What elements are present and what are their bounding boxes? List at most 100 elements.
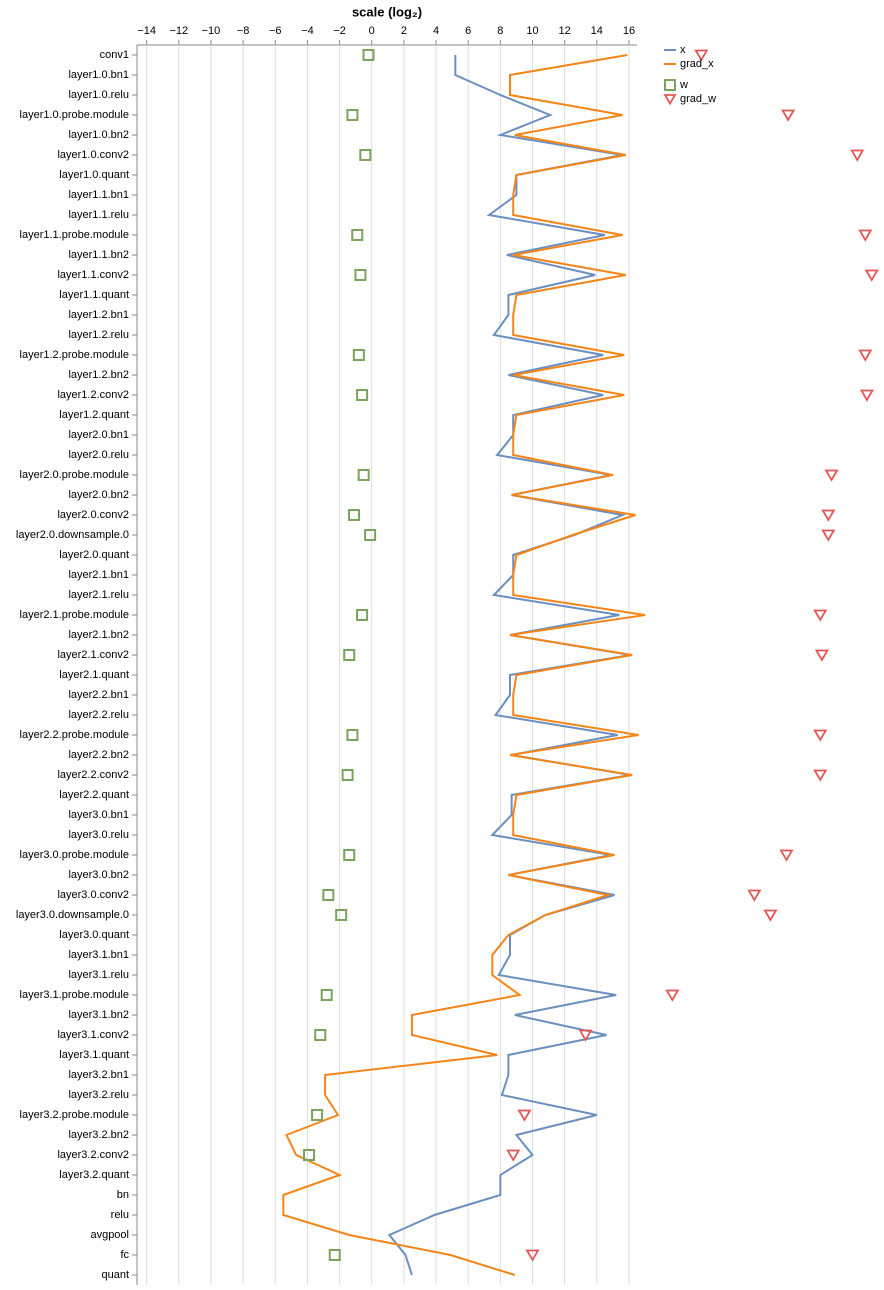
y-tick-label: layer1.1.bn2	[68, 249, 129, 261]
y-tick-label: layer1.0.relu	[68, 89, 129, 101]
x-tick-label: 0	[369, 25, 375, 37]
y-tick-label: layer1.2.bn2	[68, 369, 129, 381]
x-tick-label: −12	[169, 25, 188, 37]
y-tick-label: layer2.2.probe.module	[20, 729, 129, 741]
x-tick-label: 8	[497, 25, 503, 37]
legend-label: grad_w	[680, 93, 716, 105]
triangle-point	[824, 469, 839, 482]
square-point	[348, 509, 361, 521]
y-tick-label: layer2.2.quant	[59, 789, 129, 801]
y-tick-label: layer3.0.conv2	[57, 889, 129, 901]
square-point	[346, 109, 359, 121]
y-tick-label: layer1.2.probe.module	[20, 349, 129, 361]
x-tick-label: −14	[137, 25, 156, 37]
square-point	[354, 269, 367, 281]
y-tick-label: fc	[120, 1249, 129, 1261]
triangle-point	[525, 1249, 540, 1262]
y-tick-label: layer3.0.quant	[59, 929, 129, 941]
square-point	[359, 149, 372, 161]
triangle-point	[694, 49, 709, 62]
square-point	[351, 229, 364, 241]
square-point	[303, 1149, 316, 1161]
x-tick-label: −8	[237, 25, 250, 37]
triangle-point	[747, 889, 762, 902]
y-tick-label: layer2.2.conv2	[57, 769, 129, 781]
square-point	[320, 989, 333, 1001]
triangle-point	[781, 109, 796, 122]
y-tick-label: layer1.1.conv2	[57, 269, 129, 281]
triangle-point	[850, 149, 865, 162]
square-point	[362, 49, 375, 61]
y-tick-label: layer2.2.bn2	[68, 749, 129, 761]
y-tick-label: layer2.1.quant	[59, 669, 129, 681]
y-tick-label: layer2.1.relu	[68, 589, 129, 601]
square-point	[343, 649, 356, 661]
y-tick-label: layer1.0.bn2	[68, 129, 129, 141]
square-point	[346, 729, 359, 741]
y-tick-label: layer2.2.bn1	[68, 689, 129, 701]
y-tick-label: layer3.0.bn2	[68, 869, 129, 881]
y-tick-label: bn	[117, 1189, 129, 1201]
y-tick-label: layer1.2.relu	[68, 329, 129, 341]
triangle-point	[813, 609, 828, 622]
square-point	[341, 769, 354, 781]
square-point	[311, 1109, 324, 1121]
x-tick-label: −4	[301, 25, 314, 37]
series-line	[282, 54, 646, 1276]
y-tick-label: layer3.1.probe.module	[20, 989, 129, 1001]
triangle-point	[858, 229, 873, 242]
square-point	[357, 469, 370, 481]
y-tick-label: layer2.0.relu	[68, 449, 129, 461]
triangle-point	[821, 529, 836, 542]
y-tick-label: layer1.0.conv2	[57, 149, 129, 161]
y-tick-label: layer1.0.quant	[59, 169, 129, 181]
square-point	[356, 389, 369, 401]
square-point	[364, 529, 377, 541]
x-tick-label: −10	[202, 25, 221, 37]
y-tick-label: layer2.0.quant	[59, 549, 129, 561]
y-tick-label: layer1.0.probe.module	[20, 109, 129, 121]
square-point	[328, 1249, 341, 1261]
series-line	[387, 55, 631, 1276]
y-tick-label: layer2.1.bn1	[68, 569, 129, 581]
x-tick-label: −2	[333, 25, 346, 37]
square-point	[356, 609, 369, 621]
y-tick-label: layer3.2.bn1	[68, 1069, 129, 1081]
y-tick-label: layer1.2.conv2	[57, 389, 129, 401]
y-tick-label: quant	[101, 1269, 129, 1281]
triangle-point	[813, 769, 828, 782]
y-tick-label: layer3.2.bn2	[68, 1129, 129, 1141]
y-tick-label: layer3.1.bn2	[68, 1009, 129, 1021]
triangle-point	[517, 1109, 532, 1122]
triangle-point	[506, 1149, 521, 1162]
y-tick-label: layer3.1.relu	[68, 969, 129, 981]
y-tick-label: layer3.2.conv2	[57, 1149, 129, 1161]
square-point	[314, 1029, 327, 1041]
y-tick-label: layer2.0.probe.module	[20, 469, 129, 481]
y-tick-label: layer2.1.conv2	[57, 649, 129, 661]
x-tick-label: 16	[623, 25, 635, 37]
y-tick-label: layer3.1.quant	[59, 1049, 129, 1061]
y-tick-label: layer1.2.bn1	[68, 309, 129, 321]
y-tick-label: layer3.2.quant	[59, 1169, 129, 1181]
legend-symbol	[664, 79, 676, 91]
y-tick-label: layer1.1.quant	[59, 289, 129, 301]
square-point	[343, 849, 356, 861]
y-tick-label: layer3.1.conv2	[57, 1029, 129, 1041]
axis-title: scale (log₂)	[352, 4, 422, 19]
y-tick-label: layer1.0.bn1	[68, 69, 129, 81]
x-tick-label: 2	[401, 25, 407, 37]
y-tick-label: layer2.0.bn2	[68, 489, 129, 501]
y-tick-label: layer1.1.relu	[68, 209, 129, 221]
y-tick-label: layer3.2.probe.module	[20, 1109, 129, 1121]
x-tick-label: 10	[526, 25, 538, 37]
square-point	[335, 909, 348, 921]
x-tick-label: 4	[433, 25, 439, 37]
legend-label: w	[679, 79, 688, 91]
y-tick-label: layer3.1.bn1	[68, 949, 129, 961]
x-tick-label: 6	[465, 25, 471, 37]
triangle-point	[578, 1029, 593, 1042]
y-tick-label: layer1.1.probe.module	[20, 229, 129, 241]
y-tick-label: layer2.2.relu	[68, 709, 129, 721]
y-tick-label: layer2.1.bn2	[68, 629, 129, 641]
